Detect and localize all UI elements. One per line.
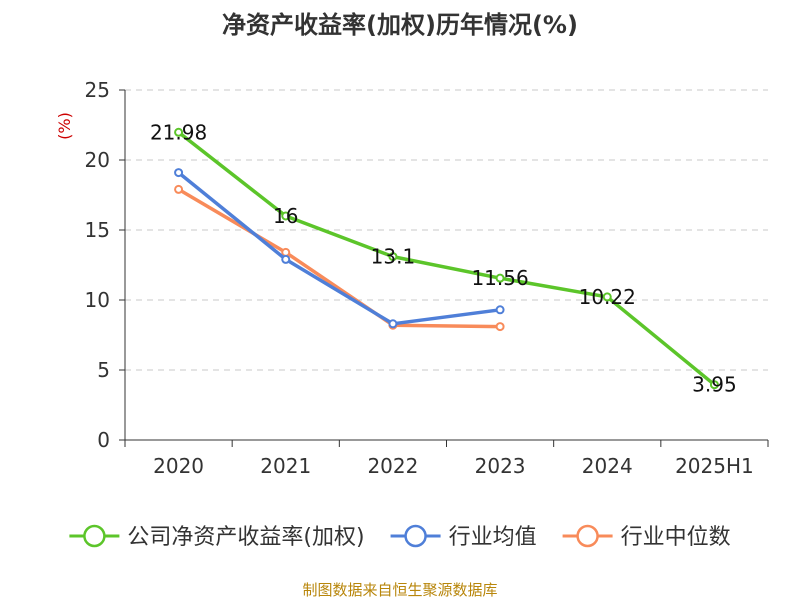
data-point[interactable]: [495, 305, 505, 315]
series-line: [177, 130, 716, 387]
y-tick-label: 0: [97, 428, 110, 452]
legend-label: 行业中位数: [621, 525, 731, 550]
y-tick-label: 20: [85, 148, 110, 172]
legend-item[interactable]: 公司净资产收益率(加权): [69, 524, 365, 550]
data-label: 11.56: [471, 266, 528, 290]
x-tick-label: 2024: [582, 454, 633, 478]
data-label: 10.22: [579, 285, 636, 309]
data-point[interactable]: [388, 252, 398, 262]
y-tick-label: 5: [97, 358, 110, 382]
legend-label: 公司净资产收益率(加权): [127, 525, 364, 550]
data-point[interactable]: [174, 168, 184, 178]
x-tick-label: 2025H1: [675, 454, 754, 478]
data-point[interactable]: [602, 292, 612, 302]
x-tick-label: 2020: [153, 454, 204, 478]
data-point[interactable]: [495, 322, 505, 332]
y-tick-label: 15: [85, 218, 110, 242]
data-point[interactable]: [709, 380, 719, 390]
data-labels: 21.98 16 13.1 11.56 10.22 3.95: [150, 120, 737, 396]
y-axis-unit: (%): [55, 112, 74, 140]
series-line: [177, 171, 501, 326]
legend-label: 行业均值: [449, 525, 537, 550]
series-layer: [174, 127, 719, 390]
x-tick-label: 2021: [260, 454, 311, 478]
chart-title: 净资产收益率(加权)历年情况(%): [222, 11, 578, 39]
data-point[interactable]: [174, 127, 184, 137]
data-point[interactable]: [495, 273, 505, 283]
x-tick-label: 2023: [475, 454, 526, 478]
data-label: 16: [273, 204, 298, 228]
data-point[interactable]: [281, 211, 291, 221]
x-tick-label: 2022: [367, 454, 418, 478]
legend-swatch-marker: [576, 524, 599, 548]
axes: 0 5 10 15 20 25 2020 2021 2022 2023 2024 2025H1: [85, 78, 769, 478]
legend-swatch-marker: [404, 524, 427, 548]
source-note: 制图数据来自恒生聚源数据库: [302, 581, 497, 599]
y-tick-label: 25: [85, 78, 110, 102]
data-point[interactable]: [174, 184, 184, 194]
data-point[interactable]: [281, 254, 291, 264]
data-point[interactable]: [281, 247, 291, 257]
legend-item[interactable]: 行业中位数: [562, 524, 731, 550]
legend-swatch-marker: [83, 524, 106, 548]
data-label: 21.98: [150, 120, 207, 144]
legend[interactable]: 公司净资产收益率(加权) 行业均值 行业中位数: [69, 524, 731, 550]
y-tick-label: 10: [85, 288, 110, 312]
grid-lines: [125, 89, 768, 371]
series-line: [177, 187, 501, 329]
data-label: 13.1: [371, 245, 416, 269]
legend-item[interactable]: 行业均值: [390, 524, 537, 550]
data-point[interactable]: [388, 319, 398, 329]
data-label: 3.95: [692, 373, 737, 397]
